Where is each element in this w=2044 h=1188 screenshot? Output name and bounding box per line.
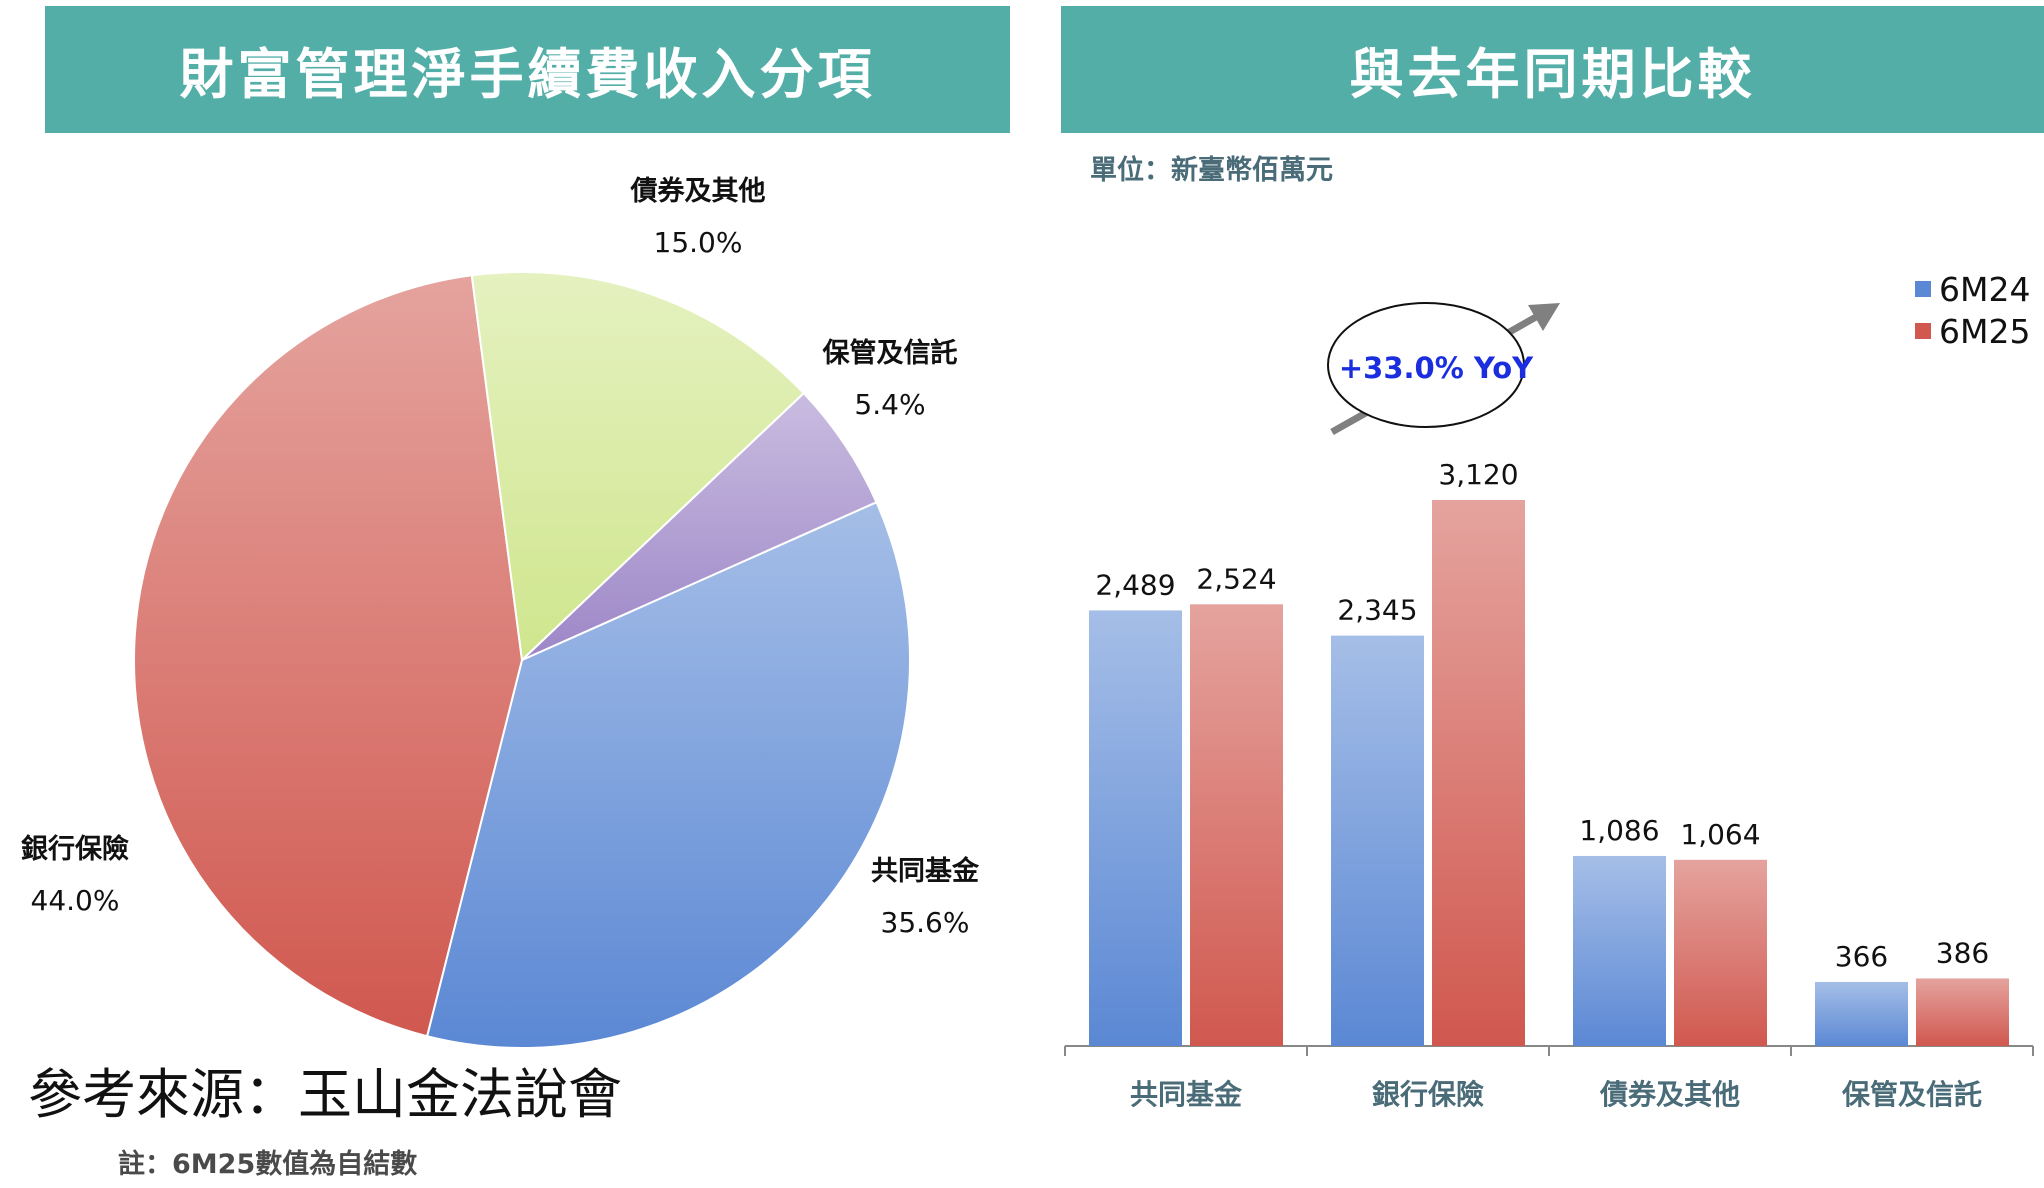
pie-chart: 共同基金 35.6% 銀行保險 44.0% 債券及其他 15.0% 保管及信託 5.4% <box>21 175 980 1049</box>
x-tick-label-3: 保管及信託 <box>1842 1078 1982 1111</box>
bar-1-2 <box>1674 859 1767 1046</box>
legend-item-6m24: 6M24 <box>1915 268 2030 310</box>
bar-value-label-1-3: 386 <box>1936 936 1989 969</box>
pie-slice-1 <box>133 274 524 1038</box>
legend-swatch-6m24 <box>1915 281 1931 297</box>
bar-value-label-1-2: 1,064 <box>1680 818 1760 851</box>
source-citation: 參考來源：玉山金法說會 <box>28 1063 622 1126</box>
bar-value-label-1-0: 2,524 <box>1196 562 1276 595</box>
pie-value-label-0: 35.6% <box>881 906 970 939</box>
bar-value-label-0-3: 366 <box>1835 940 1888 973</box>
unit-label: 單位：新臺幣佰萬元 <box>1090 155 1333 186</box>
bar-1-3 <box>1916 978 2009 1046</box>
arrow-head-icon <box>1528 303 1560 331</box>
pie-value-label-2: 15.0% <box>654 226 743 259</box>
legend: 6M24 6M25 <box>1915 268 2030 352</box>
legend-label-6m25: 6M25 <box>1939 311 2031 351</box>
pie-slice-3 <box>521 391 878 661</box>
bar-1-1 <box>1432 500 1525 1046</box>
yoy-ellipse <box>1327 302 1525 428</box>
legend-swatch-6m25 <box>1915 323 1931 339</box>
x-tick-label-1: 銀行保險 <box>1372 1078 1484 1111</box>
pie-slice-2 <box>470 271 806 663</box>
pie-label-3: 保管及信託 <box>822 337 958 369</box>
x-tick-label-2: 債券及其他 <box>1599 1078 1740 1111</box>
legend-label-6m24: 6M24 <box>1939 269 2031 309</box>
pie-label-1: 銀行保險 <box>21 833 129 865</box>
bar-value-label-0-0: 2,489 <box>1095 568 1175 601</box>
bar-panel-title: 與去年同期比較 <box>1061 6 2044 133</box>
bar-value-label-1-1: 3,120 <box>1438 458 1518 491</box>
legend-item-6m25: 6M25 <box>1915 310 2030 352</box>
pie-value-label-3: 5.4% <box>854 388 925 421</box>
pie-value-label-1: 44.0% <box>31 884 120 917</box>
bar-value-label-0-1: 2,345 <box>1337 594 1417 627</box>
bar-0-3 <box>1815 981 1908 1046</box>
bar-0-2 <box>1573 855 1666 1046</box>
pie-slice-0 <box>425 500 911 1049</box>
footnote: 註：6M25數值為自結數 <box>118 1149 418 1180</box>
pie-label-0: 共同基金 <box>871 855 980 887</box>
x-tick-label-0: 共同基金 <box>1130 1078 1243 1111</box>
bar-1-0 <box>1190 604 1283 1046</box>
pie-panel-title: 財富管理淨手續費收入分項 <box>45 6 1010 133</box>
pie-label-2: 債券及其他 <box>630 175 766 207</box>
bar-0-0 <box>1089 610 1182 1046</box>
yoy-callout-text: +33.0% YoY <box>1339 351 1534 385</box>
bar-0-1 <box>1331 635 1424 1046</box>
bar-value-label-0-2: 1,086 <box>1579 814 1659 847</box>
